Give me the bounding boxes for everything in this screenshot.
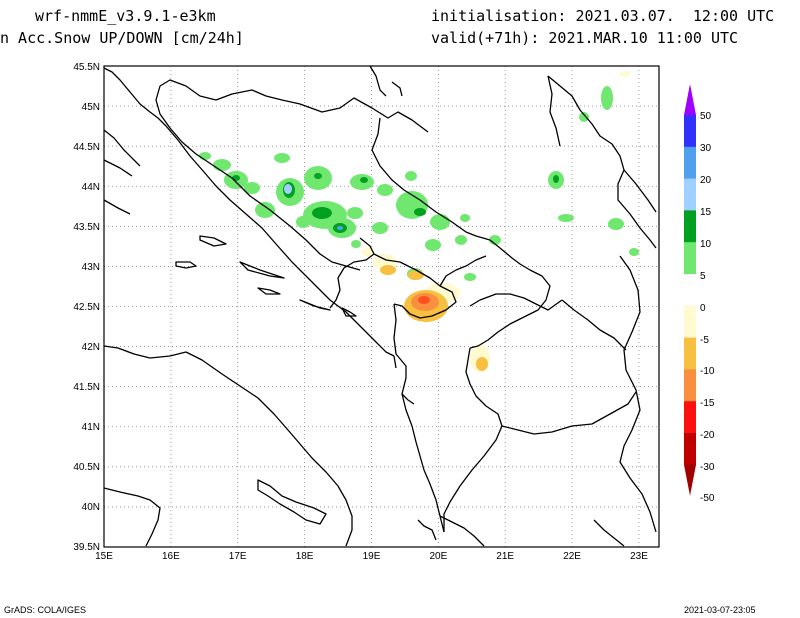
legend-swatch	[684, 242, 696, 275]
coastline-borders	[103, 65, 657, 547]
lat-label: 40N	[82, 502, 100, 513]
lat-label: 42N	[82, 342, 100, 353]
init-time: initialisation: 2021.03.07. 12:00 UTC	[431, 7, 775, 25]
lat-label: 40.5N	[73, 462, 100, 473]
legend-swatch	[684, 464, 696, 496]
valid-time: valid(+71h): 2021.MAR.10 11:00 UTC	[431, 29, 739, 47]
legend-labels: 50 30 20 15 10 5 0 -5 -10 -15 -20 -30 -5…	[700, 111, 715, 504]
legend-swatch	[684, 401, 696, 434]
lat-label: 39.5N	[73, 542, 100, 553]
legend-label: -50	[700, 493, 715, 504]
legend-label: 10	[700, 239, 712, 250]
color-legend	[684, 84, 696, 496]
lat-label: 44N	[82, 182, 100, 193]
lon-label: 22E	[563, 551, 581, 562]
legend-swatch	[684, 115, 696, 148]
lat-label: 43N	[82, 262, 100, 273]
longitude-labels: 15E 16E 17E 18E 19E 20E 21E 22E 23E	[95, 551, 648, 562]
legend-label: 0	[700, 303, 706, 314]
lat-label: 41N	[82, 422, 100, 433]
footer-timestamp: 2021-03-07-23:05	[684, 605, 756, 615]
legend-label: -10	[700, 366, 715, 377]
snow-increase-areas	[199, 86, 639, 281]
lat-label: 42.5N	[73, 302, 100, 313]
legend-swatch	[684, 146, 696, 180]
map-background	[104, 66, 659, 547]
lon-label: 18E	[296, 551, 314, 562]
lon-label: 15E	[95, 551, 113, 562]
legend-label: 15	[700, 207, 712, 218]
legend-swatch	[684, 178, 696, 211]
legend-label: 5	[700, 271, 706, 282]
footer-grads: GrADS: COLA/IGES	[4, 605, 87, 615]
legend-label: -30	[700, 462, 715, 473]
lon-label: 21E	[496, 551, 514, 562]
legend-swatch	[684, 337, 696, 370]
legend-swatch	[684, 305, 696, 339]
legend-swatch	[684, 210, 696, 243]
lon-label: 19E	[363, 551, 381, 562]
lat-label: 45N	[82, 102, 100, 113]
latitude-labels: 45.5N 45N 44.5N 44N 43.5N 43N 42.5N 42N …	[73, 62, 100, 553]
legend-swatch	[684, 369, 696, 402]
lon-label: 16E	[162, 551, 180, 562]
legend-label: -5	[700, 335, 709, 346]
legend-label: -15	[700, 398, 715, 409]
lat-label: 44.5N	[73, 142, 100, 153]
legend-label: 50	[700, 111, 712, 122]
legend-label: 20	[700, 175, 712, 186]
lon-label: 17E	[229, 551, 247, 562]
field-title: n Acc.Snow UP/DOWN [cm/24h]	[0, 29, 244, 47]
lon-label: 20E	[430, 551, 448, 562]
lat-label: 43.5N	[73, 222, 100, 233]
legend-swatch	[684, 433, 696, 466]
legend-label: -20	[700, 430, 715, 441]
lon-label: 23E	[630, 551, 648, 562]
legend-swatch	[684, 274, 696, 307]
lat-label: 45.5N	[73, 62, 100, 73]
lat-label: 41.5N	[73, 382, 100, 393]
legend-swatch	[684, 84, 696, 115]
legend-label: 30	[700, 143, 712, 154]
model-title: wrf-nmmE_v3.9.1-e3km	[35, 7, 216, 25]
graticule	[104, 66, 659, 547]
map-frame	[103, 65, 660, 548]
